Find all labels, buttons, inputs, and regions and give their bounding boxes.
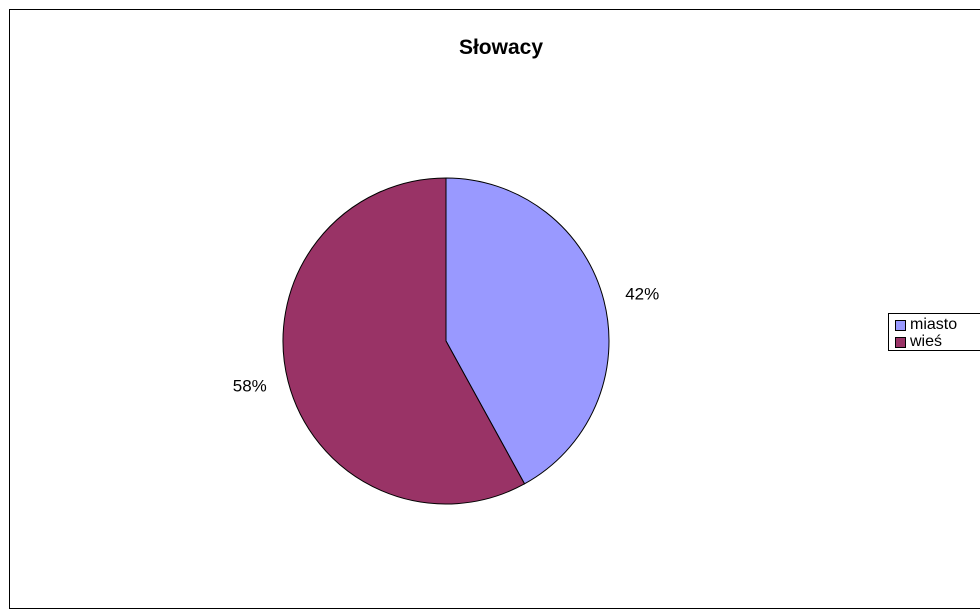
- legend-item-miasto: miasto: [895, 316, 980, 333]
- legend-item-wies: wieś: [895, 333, 980, 350]
- chart-title: Słowacy: [458, 36, 544, 59]
- legend: miasto wieś: [888, 313, 980, 351]
- pie-chart: 42% 58%: [233, 177, 659, 505]
- legend-swatch-wies: [895, 336, 906, 348]
- pie-label-miasto: 42%: [625, 284, 659, 303]
- legend-label-wies: wieś: [910, 333, 943, 350]
- pie-slice-wies: [282, 177, 526, 505]
- legend-label-miasto: miasto: [910, 316, 958, 333]
- legend-swatch-miasto: [895, 319, 906, 331]
- pie-slice-miasto: [445, 177, 610, 485]
- pie-label-wies: 58%: [233, 376, 267, 395]
